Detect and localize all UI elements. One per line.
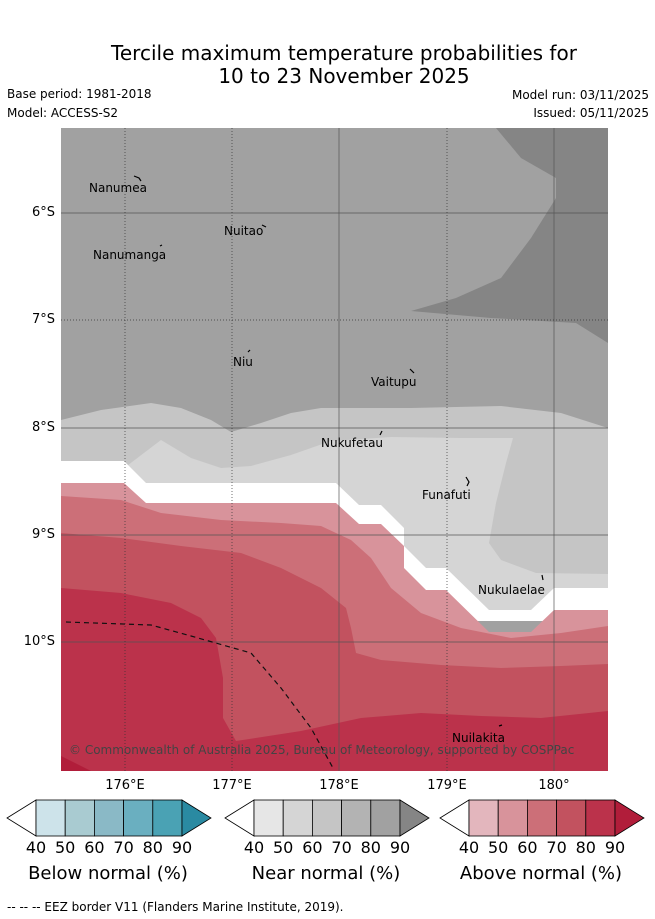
- near-tick-label: 40: [243, 838, 265, 857]
- lon-label-177e: 177°E: [212, 778, 252, 793]
- lon-label-176e: 176°E: [105, 778, 145, 793]
- below-colorbar-segment: [94, 799, 125, 837]
- lat-label-7s: 7°S: [31, 312, 55, 327]
- base-period: Base period: 1981-2018: [7, 87, 152, 101]
- above-normal-70-region: [61, 588, 608, 771]
- island-label-nanumea: Nanumea: [89, 181, 147, 195]
- map-grid-dotted: [61, 128, 608, 771]
- near-colorbar-segment: [341, 799, 372, 837]
- model-run: Model run: 03/11/2025: [511, 88, 649, 102]
- below-colorbar-high-arrow: [181, 799, 212, 837]
- below-tick-label: 70: [113, 838, 134, 857]
- below-tick-label: 50: [55, 838, 76, 857]
- near-colorbar-segment: [370, 799, 401, 837]
- below-tick-label: 80: [142, 838, 163, 857]
- island-label-vaitupu: Vaitupu: [371, 375, 417, 389]
- island-label-nukulaelae: Nukulaelae: [478, 583, 545, 597]
- forecast-map: [61, 128, 608, 771]
- near-colorbar-high-arrow: [399, 799, 430, 837]
- below-colorbar-segment: [123, 799, 154, 837]
- island-label-funafuti: Funafuti: [422, 488, 471, 502]
- lon-label-178e: 178°E: [319, 778, 359, 793]
- map-grid: [61, 128, 608, 771]
- above-tick-label: 70: [546, 838, 567, 857]
- near-tick-label: 70: [331, 838, 352, 857]
- above-tick-label: 90: [604, 838, 626, 857]
- above-colorbar-segment: [468, 799, 499, 837]
- eez-border-line: [65, 621, 334, 769]
- near-normal-80-region: [411, 128, 608, 343]
- copyright-credit: © Commonwealth of Australia 2025, Bureau…: [69, 743, 575, 757]
- below-tick-label: 40: [25, 838, 47, 857]
- island-label-niu: Niu: [233, 355, 253, 369]
- eez-footnote: -- -- -- EEZ border V11 (Flanders Marine…: [7, 900, 344, 914]
- near-tick-label: 50: [273, 838, 294, 857]
- near-tick-label: 80: [360, 838, 381, 857]
- below-tick-label: 60: [84, 838, 105, 857]
- above-colorbar-segment: [497, 799, 528, 837]
- colorbar-above-normal: [439, 799, 645, 837]
- legend-title-below: Below normal (%): [28, 863, 188, 884]
- lon-label-180: 180°: [538, 778, 570, 793]
- below-colorbar-segment: [35, 799, 66, 837]
- near-colorbar-segment: [282, 799, 313, 837]
- island-label-nuitao: Nuitao: [224, 224, 264, 238]
- near-tick-label: 90: [389, 838, 411, 857]
- lon-label-179e: 179°E: [427, 778, 467, 793]
- legend-colorbars: [6, 799, 645, 837]
- above-colorbar-low-arrow: [439, 799, 470, 837]
- lat-label-9s: 9°S: [31, 527, 55, 542]
- above-tick-label: 40: [458, 838, 480, 857]
- island-label-nukufetau: Nukufetau: [321, 436, 384, 450]
- lat-label-6s: 6°S: [31, 205, 55, 220]
- island-shapes: [133, 175, 544, 727]
- legend-title-near: Near normal (%): [251, 863, 401, 884]
- map-title-line1: Tercile maximum temperature probabilitie…: [111, 41, 577, 65]
- near-tick-label: 60: [302, 838, 323, 857]
- map-title-line2: 10 to 23 November 2025: [218, 64, 470, 88]
- above-tick-label: 60: [517, 838, 538, 857]
- issued-date: Issued: 05/11/2025: [533, 106, 649, 120]
- above-colorbar-segment: [527, 799, 558, 837]
- island-label-nuilakita: Nuilakita: [452, 731, 505, 745]
- above-tick-label: 80: [575, 838, 596, 857]
- below-colorbar-low-arrow: [6, 799, 37, 837]
- model-name: Model: ACCESS-S2: [7, 106, 119, 120]
- below-tick-label: 90: [171, 838, 193, 857]
- above-normal-80-region: [61, 756, 91, 771]
- near-colorbar-segment: [253, 799, 284, 837]
- near-colorbar-low-arrow: [224, 799, 255, 837]
- lat-label-10s: 10°S: [23, 634, 55, 649]
- colorbar-near-normal: [224, 799, 430, 837]
- island-label-nanumanga: Nanumanga: [93, 248, 167, 262]
- above-colorbar-high-arrow: [614, 799, 645, 837]
- lat-label-8s: 8°S: [31, 420, 55, 435]
- near-colorbar-segment: [311, 799, 342, 837]
- above-colorbar-segment: [556, 799, 587, 837]
- above-tick-label: 50: [488, 838, 509, 857]
- colorbar-below-normal: [6, 799, 212, 837]
- legend-title-above: Above normal (%): [459, 863, 623, 884]
- above-colorbar-segment: [585, 799, 616, 837]
- below-colorbar-segment: [152, 799, 183, 837]
- below-colorbar-segment: [64, 799, 95, 837]
